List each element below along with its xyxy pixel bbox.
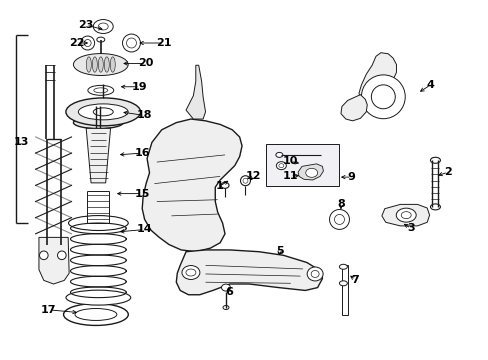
Circle shape (58, 251, 66, 260)
Ellipse shape (276, 162, 286, 170)
Text: 11: 11 (282, 171, 297, 181)
Text: 7: 7 (351, 275, 359, 285)
Ellipse shape (78, 104, 128, 120)
Ellipse shape (429, 157, 440, 163)
Ellipse shape (73, 117, 123, 129)
Text: 13: 13 (14, 138, 29, 147)
Ellipse shape (339, 281, 346, 286)
Ellipse shape (221, 183, 228, 188)
Text: 4: 4 (426, 80, 434, 90)
Ellipse shape (278, 164, 283, 168)
Text: 18: 18 (137, 111, 152, 121)
Polygon shape (176, 250, 322, 295)
Polygon shape (86, 129, 110, 183)
Text: 15: 15 (134, 189, 150, 199)
Ellipse shape (92, 57, 97, 72)
Ellipse shape (104, 57, 109, 72)
Ellipse shape (275, 152, 282, 157)
Text: 17: 17 (41, 305, 56, 315)
Text: 21: 21 (156, 38, 171, 48)
Polygon shape (142, 119, 242, 252)
Text: 6: 6 (224, 287, 232, 297)
Polygon shape (185, 65, 205, 119)
Text: 3: 3 (407, 224, 414, 233)
Ellipse shape (310, 270, 319, 278)
Ellipse shape (86, 57, 91, 72)
Ellipse shape (305, 168, 317, 177)
Ellipse shape (75, 309, 117, 320)
Ellipse shape (429, 204, 440, 210)
Text: 9: 9 (347, 172, 355, 182)
Circle shape (243, 178, 247, 183)
Ellipse shape (66, 98, 141, 126)
Ellipse shape (401, 212, 410, 219)
Ellipse shape (110, 57, 115, 72)
Ellipse shape (88, 85, 114, 95)
Polygon shape (298, 164, 323, 180)
Circle shape (126, 38, 136, 48)
Circle shape (361, 75, 405, 119)
Ellipse shape (221, 284, 230, 291)
Polygon shape (340, 95, 366, 121)
Polygon shape (358, 53, 401, 115)
Circle shape (334, 215, 344, 224)
Ellipse shape (97, 37, 104, 42)
Ellipse shape (66, 290, 130, 305)
Circle shape (329, 210, 349, 229)
Text: 1: 1 (215, 181, 223, 192)
Ellipse shape (395, 208, 415, 222)
Circle shape (81, 36, 95, 50)
Text: 16: 16 (134, 148, 150, 158)
Text: 10: 10 (282, 156, 297, 166)
Circle shape (240, 176, 250, 186)
Bar (266, 144, 338, 186)
Ellipse shape (73, 54, 128, 76)
Ellipse shape (93, 108, 113, 116)
Ellipse shape (182, 266, 200, 279)
Text: 23: 23 (79, 20, 94, 30)
Ellipse shape (339, 264, 346, 269)
Ellipse shape (306, 267, 323, 281)
Circle shape (40, 251, 48, 260)
Text: 14: 14 (137, 225, 152, 234)
Ellipse shape (223, 306, 228, 310)
Text: 22: 22 (68, 38, 84, 48)
Ellipse shape (94, 88, 107, 93)
Text: 19: 19 (132, 82, 147, 92)
Text: 8: 8 (336, 199, 344, 210)
Text: 12: 12 (245, 171, 261, 181)
Ellipse shape (185, 269, 196, 276)
Ellipse shape (98, 23, 108, 30)
Ellipse shape (93, 19, 113, 33)
Ellipse shape (68, 216, 128, 230)
Ellipse shape (63, 303, 128, 325)
Text: 20: 20 (138, 58, 154, 68)
Circle shape (122, 34, 140, 52)
Polygon shape (381, 204, 429, 226)
Ellipse shape (98, 57, 103, 72)
Polygon shape (39, 237, 69, 284)
Text: 5: 5 (275, 246, 283, 256)
Bar (341, 265, 347, 315)
Circle shape (370, 85, 394, 109)
Circle shape (84, 40, 91, 46)
Text: 2: 2 (443, 167, 451, 177)
